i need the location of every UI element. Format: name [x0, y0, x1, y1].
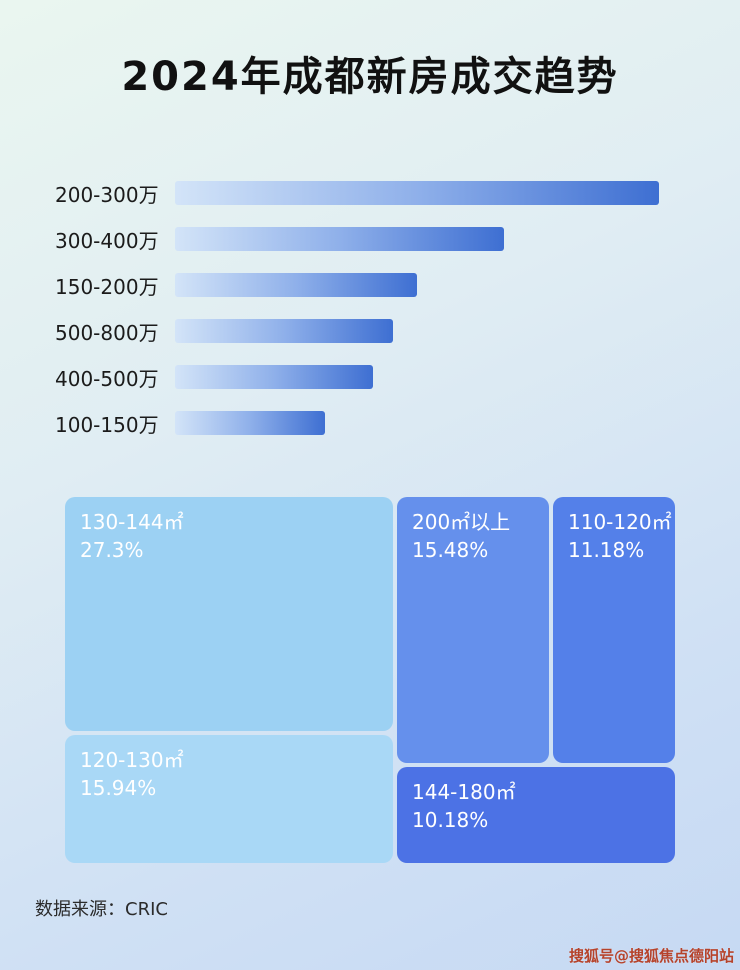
treemap-block-144-180: 144-180㎡ 10.18%	[397, 767, 675, 863]
bar-track	[175, 365, 659, 389]
data-source: 数据来源：CRIC	[35, 899, 168, 920]
bar-track	[175, 411, 659, 435]
bar-fill	[175, 319, 393, 343]
bar-row: 300-400万	[55, 216, 740, 262]
treemap-block-label: 120-130㎡	[80, 748, 184, 772]
bar-track	[175, 319, 659, 343]
bar-label: 150-200万	[55, 274, 159, 299]
bar-row: 100-150万	[55, 400, 740, 446]
bar-fill	[175, 181, 659, 205]
watermark: 搜狐号@搜狐焦点德阳站	[568, 947, 734, 965]
bar-fill	[175, 227, 505, 251]
bar-row: 150-200万	[55, 262, 740, 308]
treemap-block-value: 10.18%	[412, 808, 489, 832]
bar-label: 100-150万	[55, 412, 159, 437]
treemap: 130-144㎡ 27.3% 200㎡以上 15.48% 110-120㎡ 11…	[65, 497, 675, 863]
bar-fill	[175, 411, 326, 435]
bar-row: 500-800万	[55, 308, 740, 354]
treemap-block-label: 130-144㎡	[80, 510, 184, 534]
treemap-block-label: 200㎡以上	[412, 510, 511, 534]
treemap-block-120-130: 120-130㎡ 15.94%	[65, 735, 393, 863]
bar-track	[175, 273, 659, 297]
bar-track	[175, 227, 659, 251]
bar-label: 400-500万	[55, 366, 159, 391]
page-title: 2024年成都新房成交趋势	[121, 54, 619, 100]
treemap-block-label: 144-180㎡	[412, 780, 516, 804]
bar-chart: 200-300万 300-400万 150-200万 500-800万 400-…	[0, 170, 740, 446]
treemap-block-value: 27.3%	[80, 538, 144, 562]
treemap-block-200-plus: 200㎡以上 15.48%	[397, 497, 549, 763]
bar-fill	[175, 273, 417, 297]
treemap-block-value: 15.48%	[412, 538, 489, 562]
bar-row: 200-300万	[55, 170, 740, 216]
treemap-block-110-120: 110-120㎡ 11.18%	[553, 497, 675, 763]
treemap-block-value: 11.18%	[568, 538, 645, 562]
treemap-block-label: 110-120㎡	[568, 510, 672, 534]
bar-label: 500-800万	[55, 320, 159, 345]
bar-fill	[175, 365, 374, 389]
bar-row: 400-500万	[55, 354, 740, 400]
bar-track	[175, 181, 659, 205]
treemap-block-value: 15.94%	[80, 776, 157, 800]
treemap-block-130-144: 130-144㎡ 27.3%	[65, 497, 393, 731]
bar-label: 200-300万	[55, 182, 159, 207]
bar-label: 300-400万	[55, 228, 159, 253]
